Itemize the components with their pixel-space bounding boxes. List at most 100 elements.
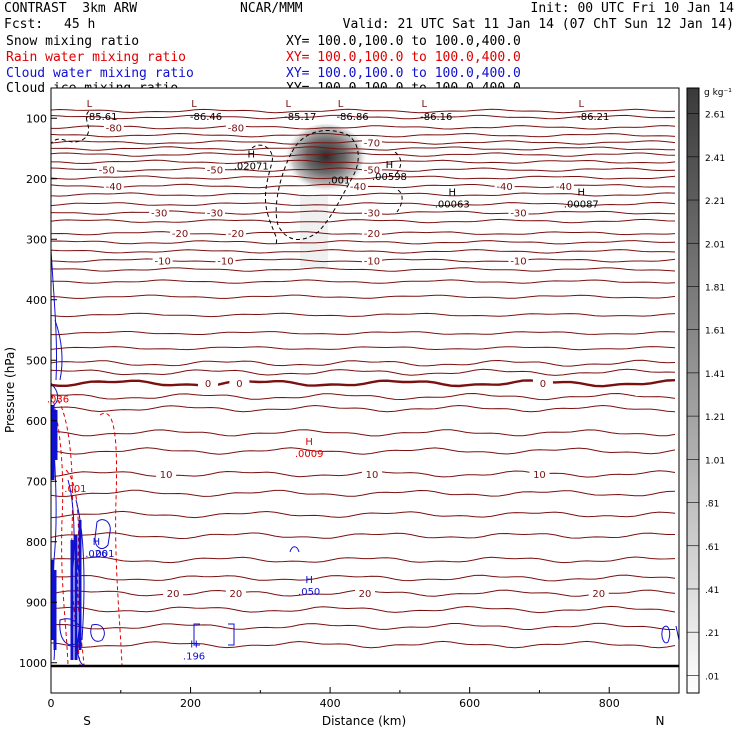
isotherm [51,279,676,284]
isotherm-label-bg [355,587,375,599]
maximum-value-label: .001 [92,549,114,560]
x-tick-label: 200 [180,697,201,710]
isotherm-label-bg [508,254,529,266]
field-xy-snow: XY= 100.0,100.0 to 100.0,400.0 [286,34,521,49]
isotherm-label: -50 [364,166,380,177]
colorbar-tick-label: .01 [705,672,719,682]
isotherm [51,510,676,519]
isotherm-label: -20 [364,229,380,240]
isotherm [51,368,676,376]
isotherm-label: 10 [366,470,379,481]
isotherm [51,404,676,413]
x-tick-label: 600 [459,697,480,710]
low-value-label: -86.16 [420,112,452,123]
maximum-marker: H [190,640,198,651]
isotherm-label: -40 [556,182,572,193]
plot-frame [50,87,680,694]
low-value-label: -85.61 [85,112,117,123]
isotherm-label: -80 [228,123,244,134]
isotherm-label: -50 [99,166,115,177]
y-tick-label: 300 [26,233,47,246]
isotherm [51,114,676,120]
low-marker: L [191,99,197,110]
colorbar-tick-label: .21 [705,629,719,639]
isotherm-label-bg [225,587,246,599]
isotherm-label: 10 [160,470,173,481]
isotherm-label: 20 [230,589,243,600]
isotherm-label: -20 [172,229,188,240]
y-tick-label: 400 [26,294,47,307]
isotherm [51,249,676,254]
isotherm [51,146,675,151]
model-title: CONTRAST 3km ARW [4,1,138,16]
colorbar-tick-label: .41 [705,586,719,596]
isotherm-label-bg [529,467,550,479]
maximum-value-label: .001 [64,484,86,495]
maximum-value-label: .0009 [295,449,324,460]
isotherm-label-bg [361,254,382,266]
isotherm-label-bg [348,180,369,192]
isotherm-label: -40 [350,182,366,193]
colorbar-tick-label: 2.41 [705,154,725,164]
isotherm-label: -10 [154,256,170,267]
x-tick-label: 400 [320,697,341,710]
colorbar-tick-label: 1.61 [705,327,725,337]
low-marker: L [285,99,291,110]
isotherm-label: 0 [540,379,546,390]
isotherm--20 [51,231,676,236]
isotherm [51,359,676,367]
colorbar: 2.61 2.41 2.21 2.01 1.81 1.61 1.41 1.21 1.01 .81.… [686,87,732,694]
y-tick-label: 900 [26,596,47,609]
isotherm--10 [51,258,676,263]
isotherm-0 [51,379,676,388]
isotherm-label: 0 [205,379,211,390]
colorbar-tick-label: .81 [705,500,719,510]
isotherm-label-bg [225,121,246,133]
isotherm-label: -30 [207,209,223,220]
isotherm--60 [51,152,676,157]
isotherm [51,201,676,207]
cloud-water-dense-region [51,405,82,660]
cloud-ice-contours [51,109,403,246]
fcst-label: Fcst: [4,17,44,32]
isotherm-label-bg [204,206,225,218]
isotherm [51,331,676,336]
isotherm [51,132,676,138]
isotherm [51,392,676,401]
maximum-value-label: .02071 [234,162,269,173]
isotherm-label-bg [225,227,246,239]
maximum-value-label: .036 [47,395,69,406]
maximum-marker: H [247,150,255,161]
isotherm-label: -80 [106,123,122,134]
x-tick-label: 800 [599,697,620,710]
isotherm-label: 20 [167,589,180,600]
colorbar-tick-label: .61 [705,543,719,553]
center-name: NCAR/MMM [240,1,303,16]
colorbar-tick-label: 1.41 [705,370,725,380]
colorbar-tick-label: 1.81 [705,283,725,293]
x-axis-start-label: S [83,714,91,728]
y-tick-label: 800 [26,536,47,549]
isotherm-label: 20 [359,589,372,600]
isotherm-label-bg [361,163,382,175]
isotherm-label: -40 [496,182,512,193]
isotherm-label-bg [361,467,382,479]
isotherm [51,429,676,437]
isotherm [51,192,676,197]
y-tick-label: 1000 [19,657,47,670]
y-axis-label: Pressure (hPa) [3,347,17,433]
isotherm-label: 20 [592,589,605,600]
x-axis-label: Distance (km) [322,714,406,728]
isotherm [51,108,676,114]
y-tick-label: 100 [26,112,47,125]
isotherm-label: -10 [364,256,380,267]
maximum-marker: H [93,537,101,548]
isotherm-label: -20 [228,229,244,240]
isotherm-label-bg [553,180,574,192]
isotherm-label-bg [204,163,225,175]
isotherm-label-bg [103,180,124,192]
maximum-marker: H [305,575,313,586]
x-tick-label: 0 [48,697,55,710]
y-tick-label: 200 [26,173,47,186]
